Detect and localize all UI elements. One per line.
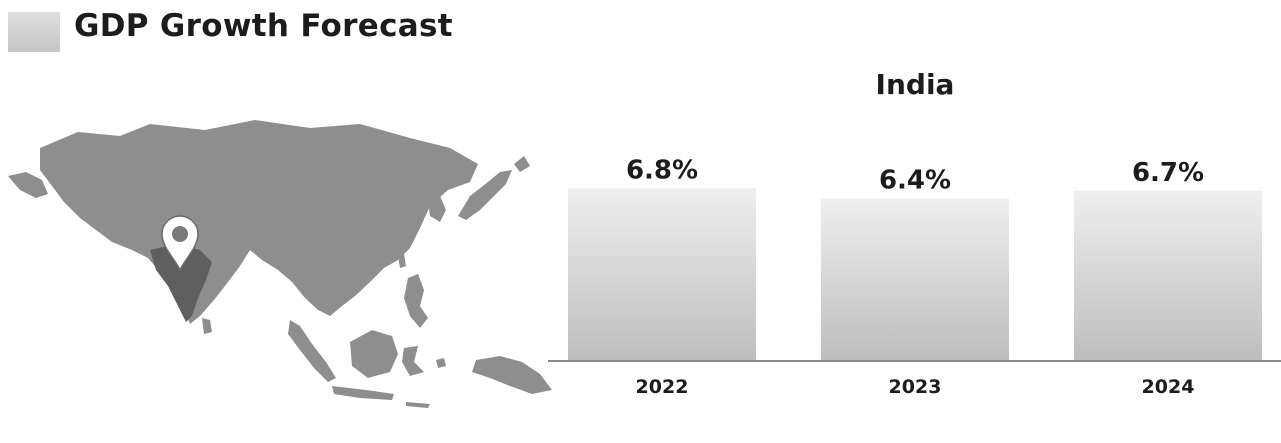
bar-2024: [1074, 190, 1262, 361]
x-tick-label-2022: 2022: [636, 376, 689, 398]
x-tick-label-2023: 2023: [889, 376, 942, 398]
bar-2023: [821, 198, 1009, 361]
value-label-2024: 6.7%: [1132, 158, 1204, 188]
bar-2022: [568, 188, 756, 361]
page-title: GDP Growth Forecast: [74, 8, 453, 44]
chart-title: India: [876, 68, 955, 101]
india-region: [150, 244, 212, 322]
title-color-swatch: [8, 12, 60, 52]
value-label-2022: 6.8%: [626, 155, 698, 185]
asia-map: [8, 120, 552, 408]
gdp-bar-chart: India 6.8% 6.4% 6.7% 2022 2023 2024: [548, 68, 1281, 398]
asia-landmass: [8, 120, 552, 408]
location-pin-icon: [161, 215, 199, 273]
value-label-2023: 6.4%: [879, 165, 951, 195]
x-tick-label-2024: 2024: [1142, 376, 1195, 398]
